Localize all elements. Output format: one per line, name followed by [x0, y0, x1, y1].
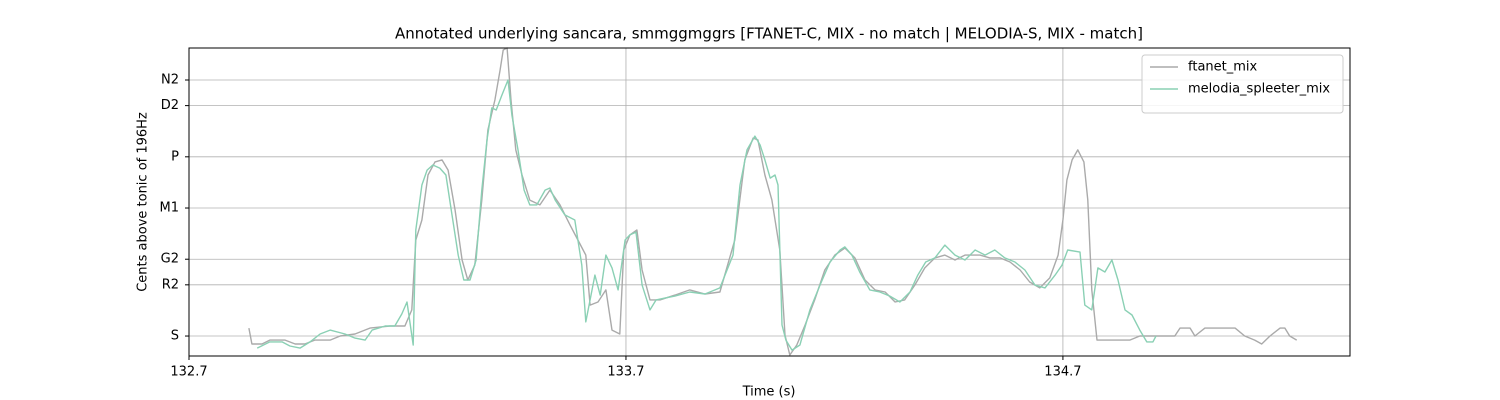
legend-label: ftanet_mix: [1188, 60, 1258, 75]
x-axis-label: Time (s): [742, 385, 796, 400]
y-tick-label: N2: [161, 73, 179, 88]
y-tick-label: P: [171, 149, 179, 164]
y-tick-label: R2: [162, 277, 179, 292]
legend-label: melodia_spleeter_mix: [1188, 82, 1330, 97]
x-tick-label: 134.7: [1044, 365, 1081, 380]
y-tick-label: S: [171, 329, 179, 344]
plot-area: S R2 G2 M1 P D2 N2 132.7 133.7 134.7 ftanet_mixmel…: [160, 47, 1351, 380]
x-tick-label: 133.7: [607, 365, 644, 380]
legend-box: [1141, 54, 1344, 114]
plot-frame: [188, 47, 1351, 357]
series-line: [256, 79, 1157, 351]
y-tick-label: M1: [160, 201, 180, 216]
y-tick-label: D2: [161, 98, 179, 113]
x-tick-label: 132.7: [170, 365, 207, 380]
y-axis-label: Cents above tonic of 196Hz: [136, 112, 151, 292]
y-tick-label: G2: [161, 252, 179, 267]
chart-title: Annotated underlying sancara, smmggmggrs…: [395, 25, 1143, 43]
